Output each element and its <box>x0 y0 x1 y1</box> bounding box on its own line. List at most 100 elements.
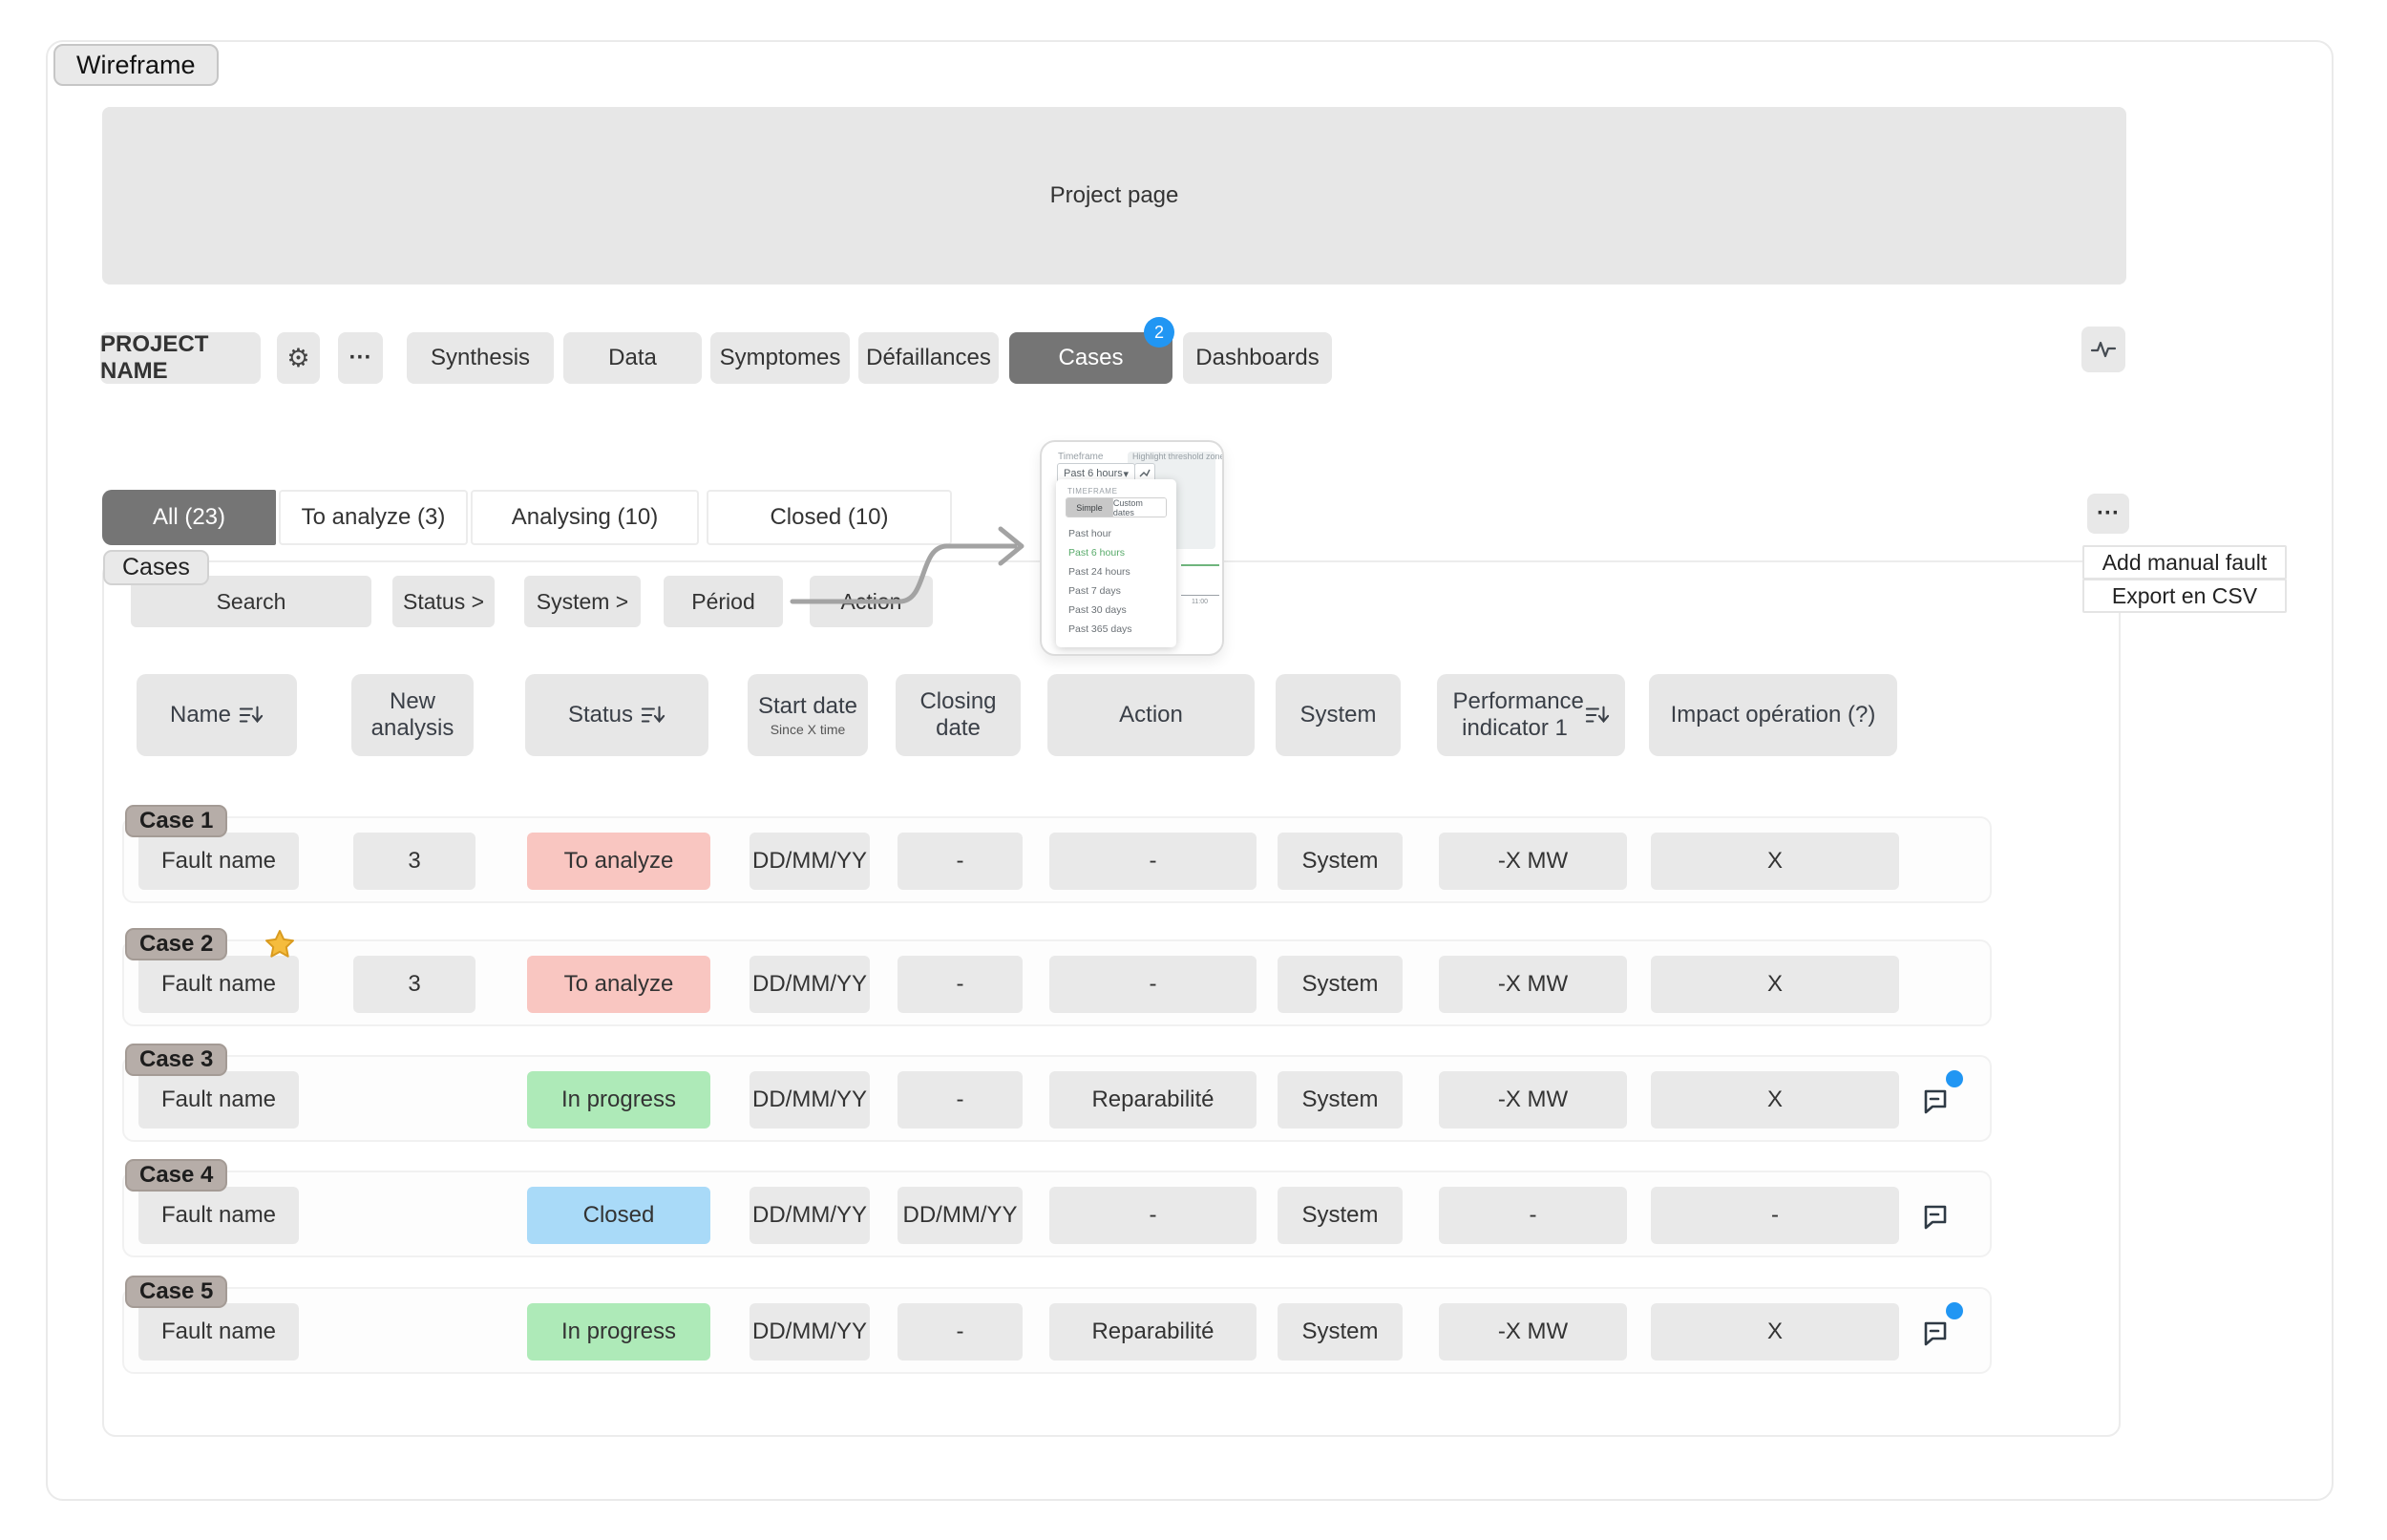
column-header-performance[interactable]: Performance indicator 1 <box>1437 674 1625 756</box>
tab-dashboards[interactable]: Dashboards <box>1183 332 1332 384</box>
tab-data[interactable]: Data <box>563 332 702 384</box>
filter-tab-to-analyze[interactable]: To analyze (3) <box>279 490 468 545</box>
table-row[interactable]: Case 3 Fault name In progress DD/MM/YY -… <box>122 1044 1992 1142</box>
tab-synthesis[interactable]: Synthesis <box>407 332 554 384</box>
comment-icon[interactable] <box>1902 1070 1969 1124</box>
table-row[interactable]: Case 4 Fault name Closed DD/MM/YY DD/MM/… <box>122 1159 1992 1257</box>
menu-item-export-csv[interactable]: Export en CSV <box>2082 579 2287 613</box>
cell-closing-date: - <box>898 956 1023 1013</box>
cell-fault-name[interactable]: Fault name <box>138 956 299 1013</box>
cell-impact: X <box>1651 1071 1899 1129</box>
cell-action: Reparabilité <box>1049 1071 1257 1129</box>
sort-icon[interactable] <box>641 704 665 727</box>
period-filter-button[interactable]: Périod <box>664 576 783 627</box>
case-label: Case 4 <box>125 1159 228 1192</box>
cell-performance: -X MW <box>1439 956 1627 1013</box>
unread-dot <box>1946 1070 1963 1087</box>
search-input[interactable]: Search <box>131 576 371 627</box>
comment-icon[interactable] <box>1902 1302 1969 1356</box>
chart-line-remnant <box>1181 564 1219 566</box>
table-row[interactable]: Case 2 Fault name 3 To analyze DD/MM/YY … <box>122 928 1992 1026</box>
more-options-button[interactable]: ··· <box>338 332 383 384</box>
column-header-start-date[interactable]: Start date Since X time <box>748 674 868 756</box>
cell-start-date: DD/MM/YY <box>750 956 870 1013</box>
column-header-closing-date[interactable]: Closing date <box>896 674 1021 756</box>
option-past-365-days[interactable]: Past 365 days <box>1068 623 1132 635</box>
cell-action: - <box>1049 1187 1257 1244</box>
system-filter-button[interactable]: System > <box>524 576 641 627</box>
case-label: Case 5 <box>125 1276 228 1308</box>
table-more-options-button[interactable]: ··· <box>2087 494 2129 534</box>
cell-start-date: DD/MM/YY <box>750 1071 870 1129</box>
cell-performance: -X MW <box>1439 833 1627 890</box>
wireframe-label: Wireframe <box>53 44 219 86</box>
tab-symptomes[interactable]: Symptomes <box>710 332 850 384</box>
cell-fault-name[interactable]: Fault name <box>138 1303 299 1361</box>
cases-badge: 2 <box>1144 317 1174 348</box>
activity-pulse-icon[interactable] <box>2081 327 2125 372</box>
case-label: Case 2 <box>125 928 228 960</box>
toggle-custom-dates[interactable]: Custom dates <box>1111 498 1166 517</box>
cell-performance: - <box>1439 1187 1627 1244</box>
popup-clipped-row <box>1057 650 1060 654</box>
cell-impact: - <box>1651 1187 1899 1244</box>
cell-fault-name[interactable]: Fault name <box>138 833 299 890</box>
cell-impact: X <box>1651 956 1899 1013</box>
case-label: Case 1 <box>125 805 228 837</box>
timeframe-dropdown-panel: TIMEFRAME Simple Custom dates Past hour … <box>1056 479 1176 647</box>
sort-icon[interactable] <box>239 704 264 727</box>
column-header-impact[interactable]: Impact opération (?) <box>1649 674 1897 756</box>
column-header-name[interactable]: Name <box>137 674 297 756</box>
option-past-hour[interactable]: Past hour <box>1068 528 1111 539</box>
star-icon[interactable] <box>264 929 295 963</box>
menu-item-add-manual-fault[interactable]: Add manual fault <box>2082 545 2287 580</box>
filter-tab-analysing[interactable]: Analysing (10) <box>471 490 699 545</box>
column-header-start-date-sub: Since X time <box>770 721 846 737</box>
table-row[interactable]: Case 5 Fault name In progress DD/MM/YY -… <box>122 1276 1992 1374</box>
comment-icon[interactable] <box>1902 1193 1969 1239</box>
timeframe-mode-toggle[interactable]: Simple Custom dates <box>1066 497 1167 517</box>
cell-system: System <box>1278 1071 1403 1129</box>
caret-down-icon: ▾ <box>1123 468 1129 480</box>
cell-fault-name[interactable]: Fault name <box>138 1187 299 1244</box>
cell-fault-name[interactable]: Fault name <box>138 1071 299 1129</box>
gear-icon[interactable]: ⚙ <box>277 332 320 384</box>
cell-system: System <box>1278 956 1403 1013</box>
filter-tab-closed[interactable]: Closed (10) <box>707 490 952 545</box>
case-label: Case 3 <box>125 1044 228 1076</box>
option-past-30-days[interactable]: Past 30 days <box>1068 604 1127 616</box>
status-badge: To analyze <box>527 833 710 890</box>
table-row[interactable]: Case 1 Fault name 3 To analyze DD/MM/YY … <box>122 805 1992 903</box>
status-badge: In progress <box>527 1071 710 1129</box>
option-past-7-days[interactable]: Past 7 days <box>1068 585 1121 597</box>
tab-defaillances[interactable]: Défaillances <box>858 332 999 384</box>
timeframe-label: Timeframe <box>1058 452 1104 462</box>
column-header-system[interactable]: System <box>1276 674 1401 756</box>
toggle-simple[interactable]: Simple <box>1067 498 1112 517</box>
tab-cases[interactable]: Cases <box>1009 332 1172 384</box>
chart-axis-remnant <box>1181 595 1219 596</box>
cell-impact: X <box>1651 1303 1899 1361</box>
column-header-status[interactable]: Status <box>525 674 708 756</box>
annotation-arrow <box>790 526 1025 604</box>
cell-closing-date: - <box>898 1303 1023 1361</box>
timeframe-dropdown[interactable]: Past 6 hours ▾ <box>1057 463 1135 484</box>
cases-panel-label: Cases <box>103 550 209 585</box>
option-past-6-hours[interactable]: Past 6 hours <box>1068 547 1125 559</box>
column-header-new-analysis[interactable]: New analysis <box>351 674 474 756</box>
sort-icon[interactable] <box>1585 704 1610 727</box>
filter-tab-all[interactable]: All (23) <box>102 490 276 545</box>
status-badge: Closed <box>527 1187 710 1244</box>
unread-dot <box>1946 1302 1963 1319</box>
column-header-action[interactable]: Action <box>1047 674 1255 756</box>
cell-start-date: DD/MM/YY <box>750 1187 870 1244</box>
project-name-button[interactable]: PROJECT NAME <box>100 331 261 384</box>
column-header-action-label: Action <box>1119 702 1183 728</box>
cell-system: System <box>1278 1303 1403 1361</box>
highlight-threshold-label: Highlight threshold zones <box>1132 452 1224 461</box>
cell-performance: -X MW <box>1439 1303 1627 1361</box>
cell-system: System <box>1278 1187 1403 1244</box>
option-past-24-hours[interactable]: Past 24 hours <box>1068 566 1130 578</box>
status-filter-button[interactable]: Status > <box>392 576 495 627</box>
column-header-name-label: Name <box>169 702 232 728</box>
